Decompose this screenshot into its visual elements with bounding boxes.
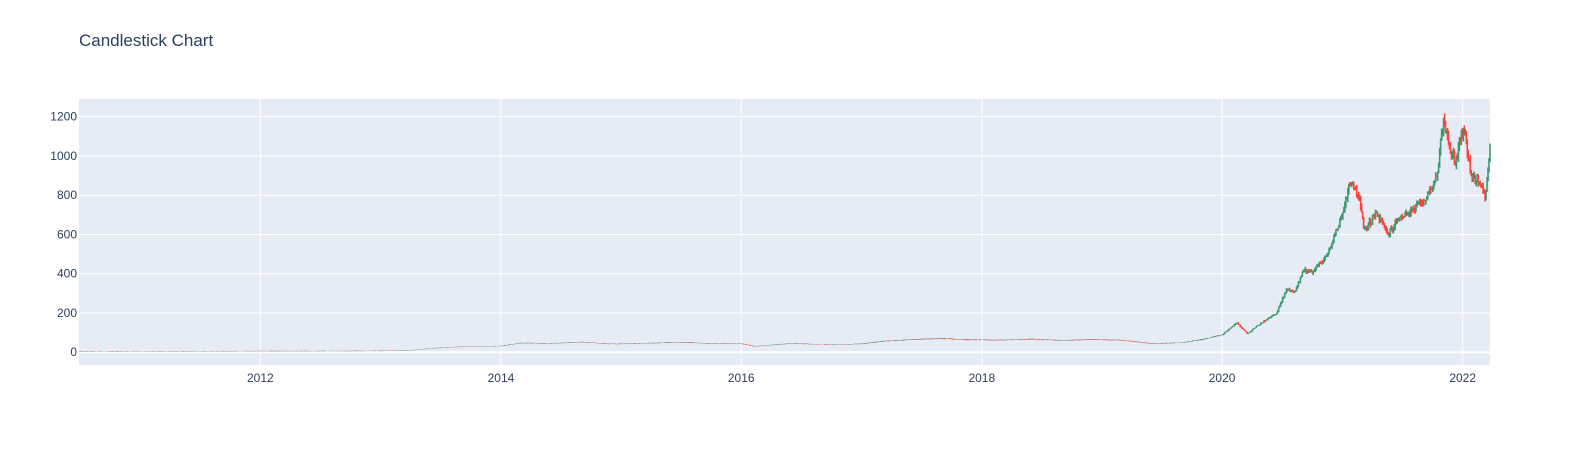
x-tick-label: 2016 bbox=[728, 371, 755, 385]
x-tick-label: 2020 bbox=[1209, 371, 1236, 385]
plot-background bbox=[79, 99, 1490, 365]
x-tick-label: 2012 bbox=[247, 371, 274, 385]
grid-lines bbox=[79, 99, 1490, 365]
x-tick-label: 2022 bbox=[1449, 371, 1476, 385]
x-tick-label: 2018 bbox=[968, 371, 995, 385]
y-tick-label: 1000 bbox=[50, 149, 77, 163]
candles bbox=[78, 113, 1491, 352]
y-tick-label: 0 bbox=[70, 345, 77, 359]
x-tick-label: 2014 bbox=[488, 371, 515, 385]
y-tick-label: 400 bbox=[57, 267, 77, 281]
x-axis-ticks: 2012 2014 2016 2018 2020 2022 bbox=[247, 371, 1476, 385]
y-tick-label: 800 bbox=[57, 188, 77, 202]
y-tick-label: 1200 bbox=[50, 110, 77, 124]
chart-title: Candlestick Chart bbox=[79, 31, 214, 50]
y-axis-ticks: 0 200 400 600 800 1000 1200 bbox=[50, 110, 77, 360]
y-tick-label: 600 bbox=[57, 227, 77, 241]
y-tick-label: 200 bbox=[57, 306, 77, 320]
